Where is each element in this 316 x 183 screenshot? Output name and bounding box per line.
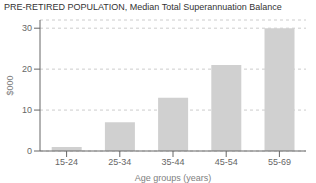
svg-text:35-44: 35-44 <box>161 157 184 167</box>
svg-text:20: 20 <box>22 64 32 74</box>
svg-text:15-24: 15-24 <box>55 157 78 167</box>
svg-text:25-34: 25-34 <box>108 157 131 167</box>
svg-text:55-69: 55-69 <box>268 157 291 167</box>
svg-text:30: 30 <box>22 23 32 33</box>
svg-text:10: 10 <box>22 105 32 115</box>
html-text:PRE-RETIRED POPULATION, Median: PRE-RETIRED POPULATION, Median Total Sup… <box>4 2 282 12</box>
svg-text:0: 0 <box>27 146 32 156</box>
svg-text:45-54: 45-54 <box>215 157 238 167</box>
svg-text:Age groups (years): Age groups (years) <box>135 173 212 183</box>
svg-text:$000: $000 <box>8 75 15 95</box>
